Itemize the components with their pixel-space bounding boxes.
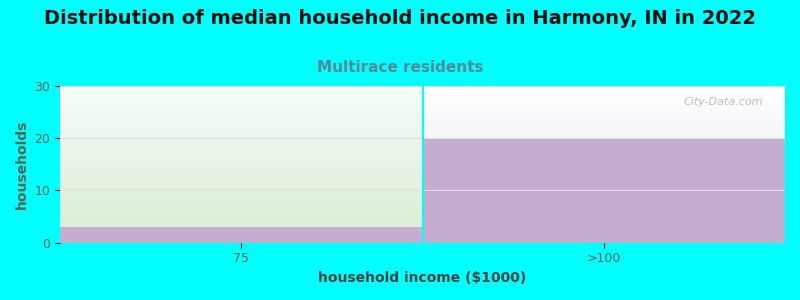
Y-axis label: households: households [15,120,29,209]
X-axis label: household income ($1000): household income ($1000) [318,271,526,285]
Text: Distribution of median household income in Harmony, IN in 2022: Distribution of median household income … [44,9,756,28]
Text: City-Data.com: City-Data.com [684,97,763,107]
Text: Multirace residents: Multirace residents [317,60,483,75]
